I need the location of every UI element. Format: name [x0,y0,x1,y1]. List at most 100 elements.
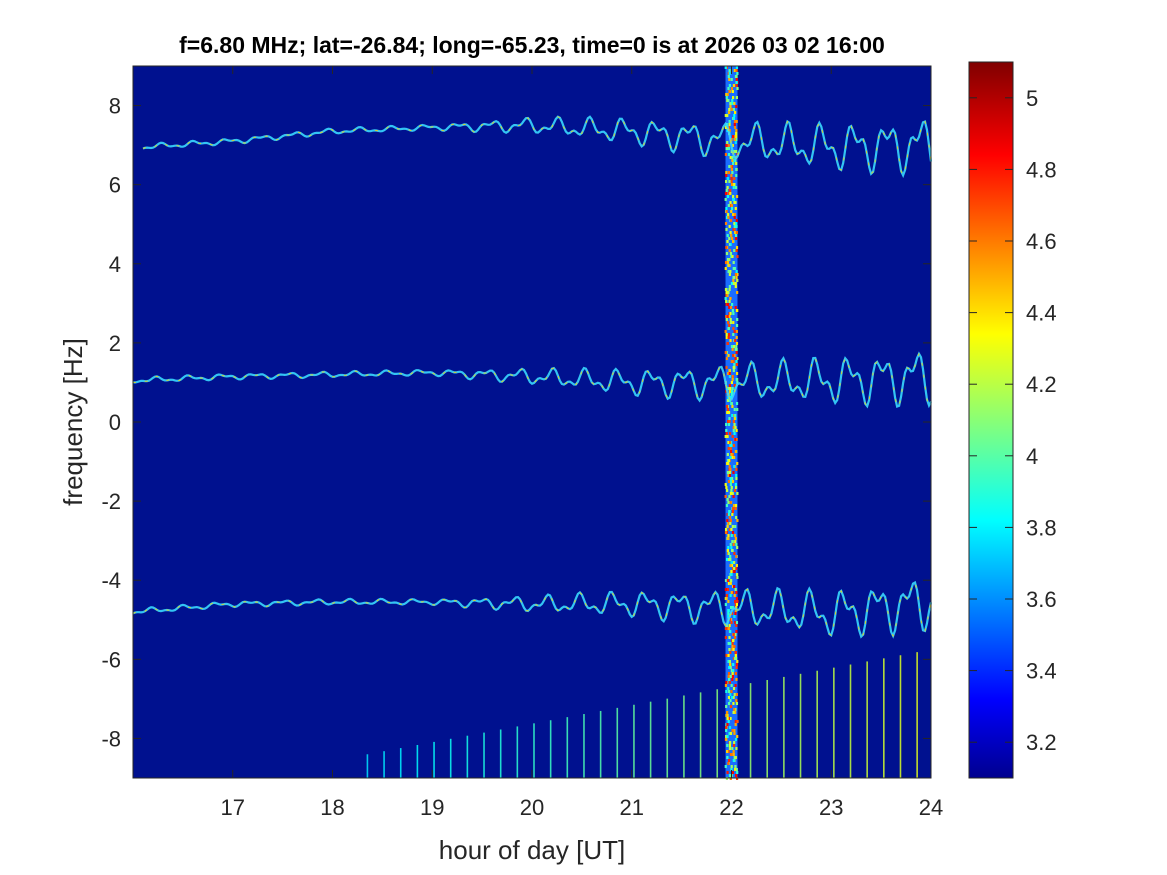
band-pixel [734,234,738,237]
band-pixel [731,645,734,648]
band-pixel [728,285,731,288]
band-pixel [731,156,734,159]
band-pixel [731,531,735,534]
echo-trace-0 [142,115,933,179]
band-pixel [733,384,736,387]
band-pixel [734,504,738,507]
band-pixel [735,120,738,123]
plot-background [133,66,931,778]
band-pixel [731,159,734,162]
band-pixel [731,771,734,774]
band-pixel [726,315,729,318]
band-pixel [728,375,732,378]
band-pixel [735,75,738,78]
band-pixel [735,249,738,252]
band-pixel [731,135,735,138]
band-pixel [729,492,732,495]
band-pixel [729,321,733,324]
band-pixel [730,606,733,609]
band-pixel [732,744,736,747]
band-pixel [724,297,727,300]
band-pixel [729,741,732,744]
band-pixel [733,423,736,426]
band-pixel [728,288,731,291]
band-pixel [732,696,735,699]
band-pixel [735,225,738,228]
band-pixel [734,672,738,675]
band-pixel [733,645,736,648]
band-pixel [732,426,735,429]
band-pixel [727,126,731,129]
band-pixel [729,555,732,558]
band-pixel [729,306,733,309]
band-pixel [734,483,737,486]
band-pixel [727,423,731,426]
band-pixel [728,90,731,93]
band-pixel [734,414,737,417]
band-pixel [734,231,737,234]
band-pixel [727,333,731,336]
y-axis: -8 -6 -4 -2 0 2 4 6 8 [101,94,931,751]
band-pixel [726,723,729,726]
band-pixel [725,147,729,150]
band-pixel [733,126,737,129]
band-pixel [725,174,728,177]
band-pixel [727,702,731,705]
band-pixel [729,666,732,669]
band-pixel [731,540,734,543]
band-pixel [732,420,735,423]
band-pixel [727,387,730,390]
band-pixel [725,357,728,360]
band-pixel [732,414,736,417]
band-pixel [730,396,733,399]
x-axis: 17 18 19 20 21 22 23 24 [221,66,943,820]
band-pixel [727,654,730,657]
band-pixel [725,246,728,249]
band-pixel [729,201,732,204]
band-pixel [732,198,736,201]
band-pixel [728,306,731,309]
band-pixel [729,339,732,342]
band-pixel [725,96,728,99]
band-pixel [732,369,735,372]
band-pixel [730,669,733,672]
band-pixel [725,303,728,306]
band-pixel [728,120,731,123]
band-pixel [728,273,732,276]
band-pixel [735,66,739,69]
band-pixel [731,561,735,564]
band-pixel [724,153,728,156]
band-pixel [728,390,732,393]
colorbar-tick-label: 4.6 [1026,229,1057,254]
band-pixel [732,360,735,363]
band-pixel [727,534,730,537]
band-pixel [726,453,729,456]
band-pixel [731,492,734,495]
band-pixel [735,591,738,594]
band-pixel [729,252,733,255]
band-pixel [736,600,739,603]
band-pixel [735,624,738,627]
band-pixel [730,282,734,285]
band-pixel [729,468,732,471]
band-pixel [728,660,732,663]
band-pixel [735,219,738,222]
band-pixel [728,471,732,474]
band-pixel [729,564,732,567]
band-pixel [726,195,730,198]
band-pixel [735,360,738,363]
band-pixel [728,576,731,579]
band-pixel [730,570,733,573]
band-pixel [730,393,733,396]
band-pixel [724,579,728,582]
band-pixel [725,216,729,219]
band-pixel [734,357,737,360]
band-pixel [725,315,728,318]
band-pixel [731,405,734,408]
band-pixel [727,501,730,504]
band-pixel [731,480,735,483]
band-pixel [729,522,732,525]
band-pixel [734,540,737,543]
band-pixel [728,432,732,435]
colorbar-tick-label: 4 [1026,444,1038,469]
